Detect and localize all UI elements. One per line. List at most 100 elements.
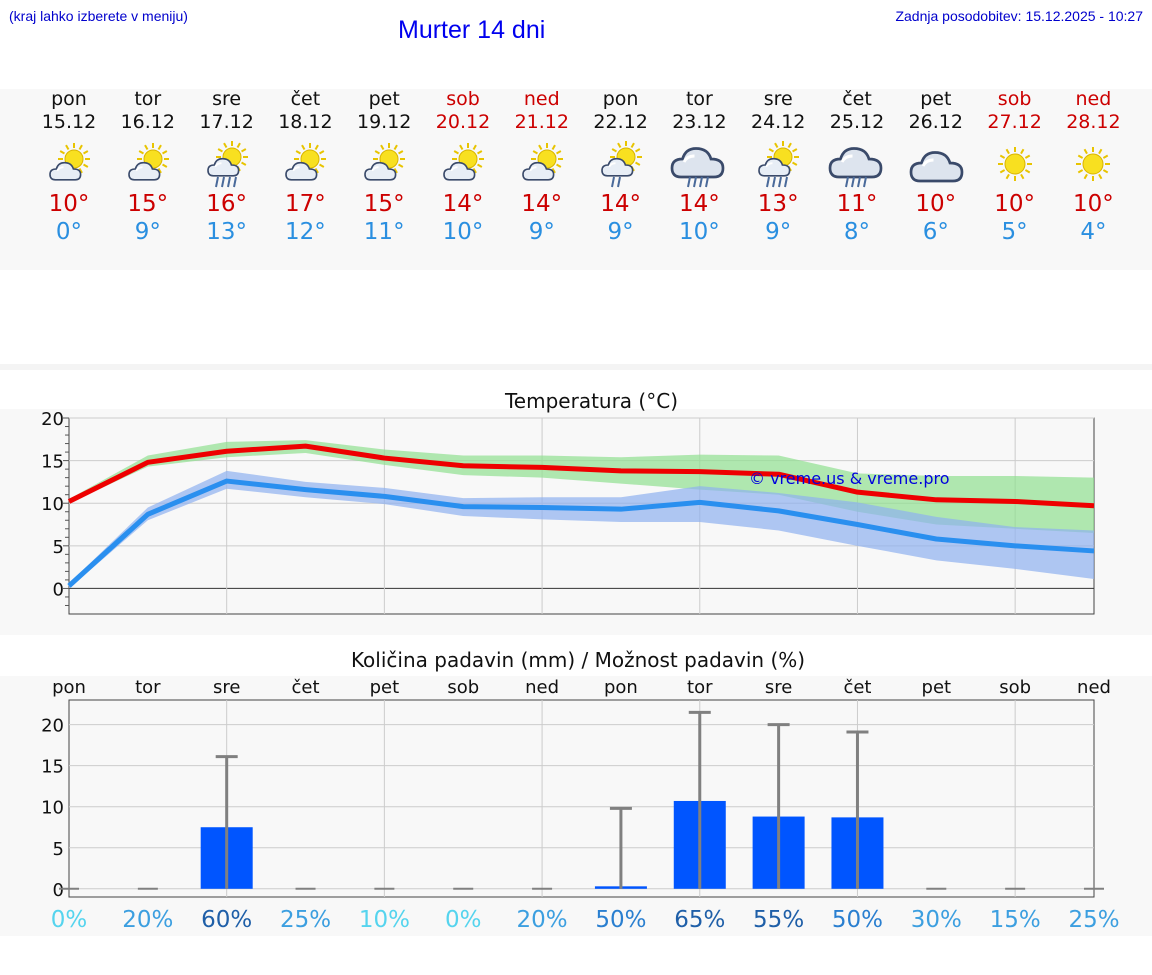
min-temperature: 9° [765,219,792,245]
y-tick-label: 15 [41,452,64,473]
max-temperature-line [67,443,1095,509]
precipitation-probability: 20% [517,907,568,933]
max-temperature: 15° [363,191,405,217]
day-column: tor 16.12 15° 9° [103,88,193,246]
day-name: ned [1075,88,1112,110]
max-temperature: 17° [285,191,326,217]
precipitation-probability: 30% [911,907,962,933]
max-temperature: 14° [600,191,641,217]
day-name: tor [685,88,713,110]
sun-rain-icon [206,141,248,188]
cloud-rain-icon [828,147,883,188]
min-temperature-line [67,478,1095,588]
temperature-chart: Temperatura (°C) 0 5 10 15 20 © vreme.us & vre… [41,389,1095,615]
day-column: ned 28.12 10° 4° [1048,88,1138,246]
max-temperature: 14° [521,191,563,217]
x-category-label: sre [213,677,240,698]
day-column: sob 20.12 14° 10° [418,88,508,246]
x-category-label: tor [135,677,161,698]
precipitation-probability: 15% [990,907,1041,933]
precipitation-probability: 25% [280,907,331,933]
day-column: sre 24.12 13° 9° [733,88,823,246]
precipitation-chart: Količina padavin (mm) / Možnost padavin … [41,648,1119,933]
day-date: 27.12 [987,111,1042,133]
day-date: 23.12 [672,111,727,133]
min-temperature: 6° [922,219,949,245]
x-category-label: čet [843,677,871,698]
day-date: 18.12 [278,111,333,133]
day-column: čet 25.12 11° 8° [812,88,902,246]
sun-cloud-icon [521,143,563,181]
precipitation-probability: 25% [1068,907,1119,933]
last-updated: Zadnja posodobitev: 15.12.2025 - 10:27 [895,8,1143,24]
min-temperature: 0° [55,219,83,245]
sun-rain-icon [758,141,800,188]
day-name: tor [134,88,162,110]
sun-rain-light-icon [600,141,642,188]
y-tick-label: 10 [41,494,64,515]
y-tick-label: 5 [53,537,64,558]
day-column: čet 18.12 17° 12° [260,88,350,246]
x-category-label: ned [525,677,559,698]
day-date: 22.12 [593,111,648,133]
x-category-label: pon [604,677,638,698]
day-date: 28.12 [1066,111,1121,133]
day-column: sre 17.12 16° 13° [182,88,272,246]
min-temperature: 4° [1080,219,1107,245]
y-tick-label: 15 [41,757,64,778]
sun-cloud-icon [285,143,327,181]
day-name: čet [290,88,321,110]
min-temperature: 9° [528,219,555,245]
day-date: 15.12 [41,111,97,133]
x-category-label: pet [370,677,400,698]
y-tick-label: 5 [53,839,64,860]
x-category-label: tor [687,677,713,698]
sun-cloud-icon [364,143,406,181]
day-date: 16.12 [120,111,175,133]
day-date: 19.12 [356,111,412,133]
max-temperature: 15° [127,191,169,217]
sun-cloud-icon [49,143,90,181]
cloud-rain-icon [671,147,725,188]
max-temperature: 14° [679,191,720,217]
min-temperature: 8° [843,219,871,245]
day-name: sre [763,88,793,110]
location-hint[interactable]: (kraj lahko izberete v meniju) [9,8,188,24]
page-title: Murter 14 dni [398,16,546,44]
day-name: čet [842,88,872,110]
min-temperature: 9° [134,219,161,245]
min-temperature: 5° [1001,219,1028,245]
day-name: pet [920,88,952,110]
day-date: 26.12 [908,111,963,133]
precipitation-probability: 55% [753,907,804,933]
day-column: ned 21.12 14° 9° [497,88,587,246]
max-temperature: 16° [206,191,247,217]
chart-title: Temperatura (°C) [504,389,678,413]
day-name: pon [602,88,639,110]
min-temperature: 9° [607,219,634,245]
day-column: pon 22.12 14° 9° [576,88,666,246]
min-temperature: 11° [363,219,405,245]
day-column: pet 26.12 10° 6° [891,88,981,246]
precipitation-probability: 50% [595,907,646,933]
y-tick-label: 0 [53,880,64,901]
max-temperature: 11° [836,191,878,217]
y-tick-label: 10 [41,798,64,819]
precipitation-probability: 60% [201,907,252,933]
min-temperature: 13° [206,219,247,245]
precipitation-probability: 20% [122,907,173,933]
max-temperature: 10° [48,191,90,217]
max-temperature: 10° [915,191,957,217]
precipitation-probability: 65% [674,907,725,933]
day-column: pet 19.12 15° 11° [339,88,429,246]
precipitation-probability: 0% [445,907,482,933]
day-name: sre [212,88,242,110]
max-temperature: 10° [994,191,1035,217]
max-temperature: 13° [757,191,799,217]
max-temperature: 14° [442,191,484,217]
day-column: tor 23.12 14° 10° [654,88,744,246]
max-temperature: 10° [1073,191,1114,217]
x-category-label: sre [765,677,792,698]
day-name: pet [368,88,400,110]
x-category-label: sob [447,677,479,698]
